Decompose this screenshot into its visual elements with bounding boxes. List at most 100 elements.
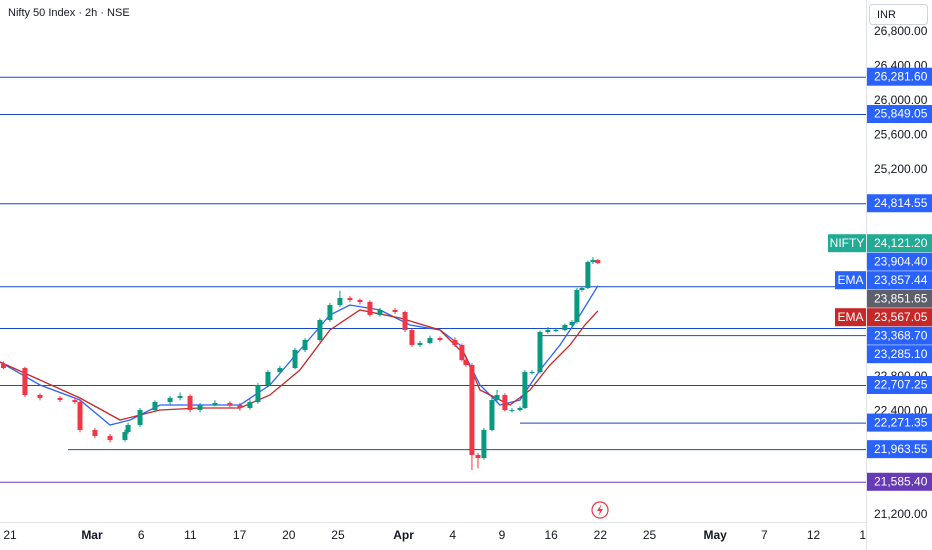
ema-line [0, 309, 599, 421]
candle-body [409, 330, 415, 346]
candle-body [427, 338, 433, 344]
candle-body [347, 298, 353, 300]
price-tag [867, 252, 932, 271]
candle-body [122, 432, 128, 440]
x-tick-label: 9 [499, 528, 506, 542]
price-tag-label: 23,904.40 [874, 254, 928, 268]
candle-body [517, 407, 523, 411]
candle-body [459, 345, 465, 361]
name-tag-label: EMA [837, 273, 863, 287]
x-tick-label: 6 [138, 528, 145, 542]
x-tick-label: Mar [81, 528, 103, 542]
price-tag-label: 23,567.05 [874, 310, 928, 324]
candle-body [327, 304, 333, 320]
candle-body [417, 343, 423, 346]
candle-body [22, 368, 28, 396]
price-tag-label: 25,849.05 [874, 107, 928, 121]
alert-bolt[interactable] [597, 504, 603, 516]
x-tick-label: May [703, 528, 727, 542]
candle-body [317, 319, 323, 341]
candle-body [553, 330, 559, 332]
candle-body [590, 260, 596, 263]
price-tag [867, 105, 932, 124]
candle-body [0, 364, 6, 369]
x-tick-label: 20 [282, 528, 296, 542]
candle-body [529, 372, 535, 374]
candle-body [569, 321, 575, 325]
price-tag [867, 194, 932, 213]
candle-body [107, 436, 113, 440]
price-tag-label: 23,368.70 [874, 328, 928, 342]
price-tag-label: 24,121.20 [874, 236, 928, 250]
y-tick-label: 25,600.00 [874, 128, 928, 142]
candle-body [177, 395, 183, 398]
name-tag-label: EMA [837, 310, 863, 324]
candle-body [494, 395, 500, 401]
candle-body [357, 299, 363, 302]
name-tag [835, 271, 866, 290]
y-tick-label: 26,800.00 [874, 24, 928, 38]
candle-body [227, 402, 233, 406]
candle-body [367, 301, 373, 315]
candle-body [77, 402, 83, 430]
x-tick-label: Apr [393, 528, 414, 542]
alert-icon[interactable] [591, 501, 609, 519]
candle-body [392, 309, 398, 312]
name-tag [835, 308, 866, 327]
x-tick-label: 25 [643, 528, 657, 542]
price-tag [867, 376, 932, 395]
name-tag [828, 234, 866, 253]
candle-body [152, 402, 158, 411]
y-tick-label: 21,200.00 [874, 507, 928, 521]
x-tick-label: 11 [184, 528, 197, 542]
candle-body [469, 365, 475, 455]
candle-body [509, 410, 515, 412]
price-tag-label: 22,271.35 [874, 415, 928, 429]
candle-body [187, 395, 193, 411]
candle-body [489, 400, 495, 430]
price-tag-label: 24,814.55 [874, 196, 928, 210]
y-tick-label: 25,200.00 [874, 162, 928, 176]
candle-body [579, 287, 585, 290]
candle-body [125, 424, 131, 433]
price-tag-label: 21,585.40 [874, 474, 928, 488]
price-tag [867, 413, 932, 432]
candle-body [197, 405, 203, 411]
x-tick-label: 12 [807, 528, 821, 542]
currency-button[interactable] [869, 4, 928, 25]
x-tick-label: 25 [331, 528, 345, 542]
x-tick-label: 7 [761, 528, 768, 542]
candle-body [452, 340, 458, 346]
candle-body [522, 372, 528, 408]
x-tick-label: 16 [544, 528, 558, 542]
x-tick-label: 1 [859, 528, 866, 542]
candle-body [574, 289, 580, 322]
chart-title: Nifty 50 Index · 2h · NSE [8, 7, 130, 19]
price-tag-label: 22,707.25 [874, 378, 928, 392]
price-tag [867, 345, 932, 364]
candle-body [265, 372, 271, 386]
candle-body [481, 429, 487, 459]
candle-body [545, 330, 551, 332]
price-tag-label: 26,281.60 [874, 69, 928, 83]
name-tag-label: NIFTY [830, 236, 865, 250]
price-tag [867, 440, 932, 459]
currency[interactable]: INR [877, 9, 896, 21]
price-tag [867, 472, 932, 491]
candle-body [595, 260, 601, 264]
price-tag-label: 23,857.44 [874, 273, 928, 287]
x-tick-label: 21 [3, 528, 17, 542]
price-axis: 26,800.0026,400.0026,000.0025,600.0025,2… [867, 24, 932, 521]
candle-body [212, 402, 218, 406]
price-tag [867, 308, 932, 327]
candle-body [237, 405, 243, 408]
candle-body [247, 402, 253, 408]
candle-body [292, 350, 298, 369]
price-tag-label: 21,963.55 [874, 442, 928, 456]
price-tag [867, 234, 932, 253]
plot-area: NIFTY EMA EMA [0, 76, 866, 483]
candle-body [337, 298, 343, 305]
candle-body [562, 324, 568, 331]
